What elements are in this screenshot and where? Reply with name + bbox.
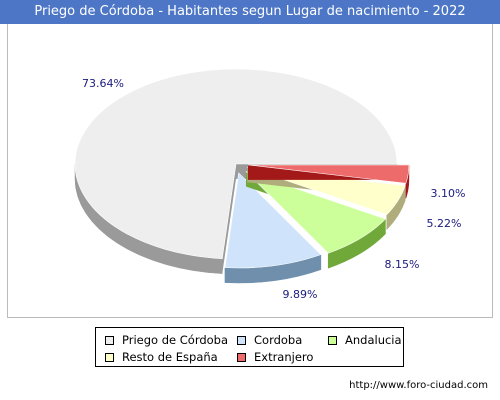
pie-slice-cordoba: [224, 172, 322, 284]
pie-label-extranjero: 3.10%: [431, 187, 466, 200]
legend-swatch-priego: [105, 335, 114, 345]
pie-label-resto: 5.22%: [427, 217, 462, 230]
legend-label-resto: Resto de España: [122, 350, 218, 364]
legend: Priego de Córdoba Cordoba Andalucia Rest…: [95, 327, 404, 367]
pie-wall2-priego: [222, 164, 236, 274]
legend-swatch-resto: [105, 352, 114, 362]
pie-slice-priego: [74, 68, 398, 274]
legend-swatch-cordoba: [237, 335, 246, 345]
pie-slice-andalucia: [245, 171, 387, 269]
pie-label-andalucia: 8.15%: [385, 258, 420, 271]
chart-title: Priego de Córdoba - Habitantes segun Lug…: [0, 0, 500, 24]
pie-label-cordoba: 9.89%: [283, 288, 318, 301]
pie-top-andalucia: [245, 171, 387, 254]
legend-item-extranjero: Extranjero: [237, 350, 313, 364]
pie-label-priego: 73.64%: [82, 77, 124, 90]
legend-label-priego: Priego de Córdoba: [122, 333, 229, 347]
legend-item-andalucia: Andalucia: [328, 333, 402, 347]
source-url: http://www.foro-ciudad.com: [349, 380, 488, 391]
legend-label-cordoba: Cordoba: [254, 333, 303, 347]
legend-item-resto: Resto de España: [105, 350, 218, 364]
pie-chart: 73.64% 9.89% 8.15% 5.22% 3.10%: [74, 68, 466, 301]
legend-swatch-extranjero: [237, 352, 246, 362]
legend-label-andalucia: Andalucia: [345, 333, 402, 347]
legend-item-cordoba: Cordoba: [237, 333, 302, 347]
pie-top-cordoba: [224, 172, 322, 269]
pie-top-extranjero: [247, 164, 410, 184]
legend-item-priego: Priego de Córdoba: [105, 333, 228, 347]
pie-top-priego: [74, 68, 398, 259]
pie-slice-extranjero: [247, 164, 410, 199]
legend-swatch-andalucia: [328, 335, 337, 345]
legend-label-extranjero: Extranjero: [254, 350, 314, 364]
